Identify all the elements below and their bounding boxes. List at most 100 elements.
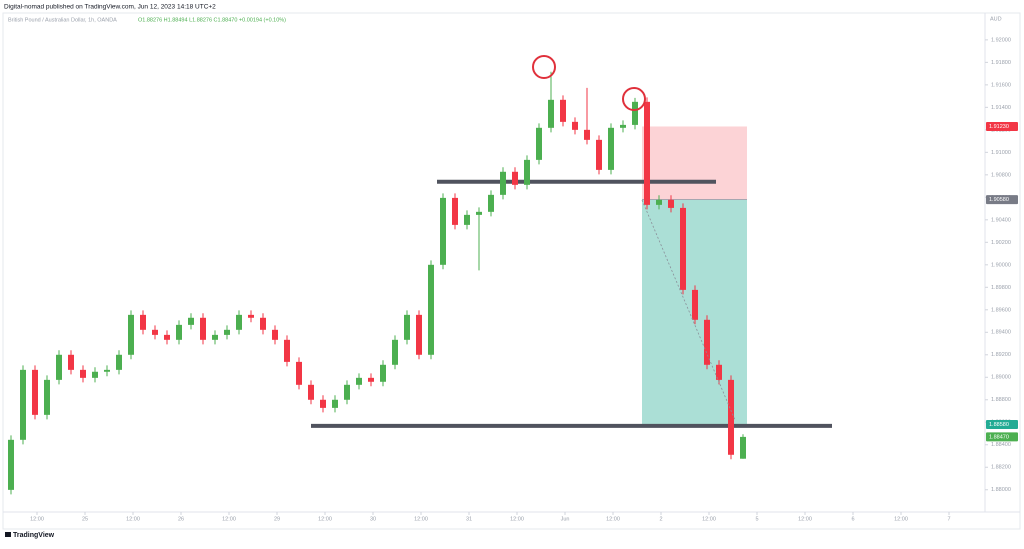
x-tick-label: 25 bbox=[82, 516, 88, 522]
entry-price-label: 1.90580 bbox=[989, 197, 1009, 203]
x-tick-label: 12:00 bbox=[702, 516, 716, 522]
candle-body bbox=[440, 197, 446, 265]
candle-body bbox=[32, 369, 38, 415]
candle-body bbox=[272, 329, 278, 340]
candle-body bbox=[344, 384, 350, 400]
candle-body bbox=[500, 171, 506, 195]
y-tick-label: 1.91800 bbox=[991, 60, 1011, 66]
x-tick-label: 2 bbox=[659, 516, 662, 522]
candle-body bbox=[452, 197, 458, 225]
candle-body bbox=[308, 384, 314, 400]
candle-body bbox=[68, 354, 74, 370]
candle-body bbox=[632, 101, 638, 125]
candle-body bbox=[428, 264, 434, 355]
x-tick-label: 12:00 bbox=[126, 516, 140, 522]
candle-body bbox=[416, 314, 422, 355]
x-tick-label: 12:00 bbox=[798, 516, 812, 522]
x-tick-label: Jun bbox=[561, 516, 570, 522]
x-tick-label: 12:00 bbox=[510, 516, 524, 522]
candle-body bbox=[224, 329, 230, 335]
candle-body bbox=[284, 339, 290, 362]
candle-body bbox=[608, 127, 614, 170]
y-tick-label: 1.90000 bbox=[991, 262, 1011, 268]
candle-body bbox=[44, 379, 50, 415]
symbol-title: British Pound / Australian Dollar, 1h, O… bbox=[8, 17, 117, 23]
candle-body bbox=[260, 317, 266, 330]
candle-body bbox=[728, 379, 734, 455]
candle-body bbox=[236, 314, 242, 330]
y-tick-label: 1.88400 bbox=[991, 442, 1011, 448]
x-tick-label: 12:00 bbox=[606, 516, 620, 522]
candle-body bbox=[512, 171, 518, 185]
candle-body bbox=[212, 334, 218, 340]
candle-body bbox=[368, 377, 374, 382]
candle-body bbox=[596, 139, 602, 170]
candle-body bbox=[668, 199, 674, 208]
candle-body bbox=[8, 439, 14, 490]
candle-body bbox=[116, 354, 122, 370]
x-tick-label: 12:00 bbox=[222, 516, 236, 522]
target-price-label-box bbox=[986, 420, 1018, 430]
y-tick-label: 1.91000 bbox=[991, 150, 1011, 156]
candle-body bbox=[200, 317, 206, 340]
publish-note: Digital-nomad published on TradingView.c… bbox=[4, 4, 216, 11]
candle-body bbox=[560, 99, 566, 122]
candle-body bbox=[392, 339, 398, 365]
y-tick-label: 1.88200 bbox=[991, 465, 1011, 471]
target-price-label: 1.88580 bbox=[989, 422, 1009, 428]
x-tick-label: 5 bbox=[755, 516, 758, 522]
y-tick-label: 1.88800 bbox=[991, 397, 1011, 403]
x-tick-label: 12:00 bbox=[414, 516, 428, 522]
candle-body bbox=[692, 289, 698, 320]
x-tick-label: 31 bbox=[466, 516, 472, 522]
ohlc-legend: O1.88276 H1.88494 L1.88276 C1.88470 +0.0… bbox=[138, 17, 286, 23]
candle-body bbox=[656, 199, 662, 205]
y-tick-label: 1.90200 bbox=[991, 240, 1011, 246]
candle-body bbox=[248, 314, 254, 318]
candle-body bbox=[716, 364, 722, 380]
brand: TradingView bbox=[13, 532, 55, 539]
candle-body bbox=[524, 159, 530, 185]
candle-body bbox=[572, 121, 578, 130]
stop-zone bbox=[642, 126, 747, 200]
y-tick-label: 1.88000 bbox=[991, 487, 1011, 493]
candle-body bbox=[476, 211, 482, 215]
chart-frame bbox=[2, 12, 1021, 530]
candle-body bbox=[680, 207, 686, 290]
x-tick-label: 26 bbox=[178, 516, 184, 522]
tv-logo: TradingView bbox=[5, 532, 55, 539]
y-tick-label: 1.92000 bbox=[991, 37, 1011, 43]
candle-body bbox=[20, 369, 26, 440]
entry-price-label-box bbox=[986, 195, 1018, 205]
candle-body bbox=[140, 314, 146, 330]
last-price-label-box bbox=[986, 432, 1018, 442]
y-tick-label: 1.89000 bbox=[991, 375, 1011, 381]
candle-body bbox=[128, 314, 134, 355]
candle-body bbox=[296, 361, 302, 385]
candle-body bbox=[80, 369, 86, 378]
candle-body bbox=[188, 317, 194, 325]
candle-body bbox=[644, 101, 650, 205]
candle-body bbox=[404, 314, 410, 340]
x-tick-label: 6 bbox=[851, 516, 854, 522]
candle-body bbox=[464, 214, 470, 225]
x-tick-label: 30 bbox=[370, 516, 376, 522]
candle-body bbox=[548, 99, 554, 128]
candle-body bbox=[704, 319, 710, 365]
candle-body bbox=[104, 369, 110, 372]
y-tick-label: 1.91400 bbox=[991, 105, 1011, 111]
candle-body bbox=[332, 399, 338, 408]
currency-label: AUD bbox=[990, 16, 1002, 22]
stop-price-label-box bbox=[986, 121, 1018, 131]
stop-price-label: 1.91230 bbox=[989, 124, 1009, 130]
candle-body bbox=[584, 129, 590, 140]
y-tick-label: 1.91600 bbox=[991, 82, 1011, 88]
candle-body bbox=[164, 334, 170, 340]
y-tick-label: 1.89800 bbox=[991, 285, 1011, 291]
candle-body bbox=[488, 194, 494, 212]
candle-body bbox=[320, 399, 326, 408]
x-tick-label: 29 bbox=[274, 516, 280, 522]
